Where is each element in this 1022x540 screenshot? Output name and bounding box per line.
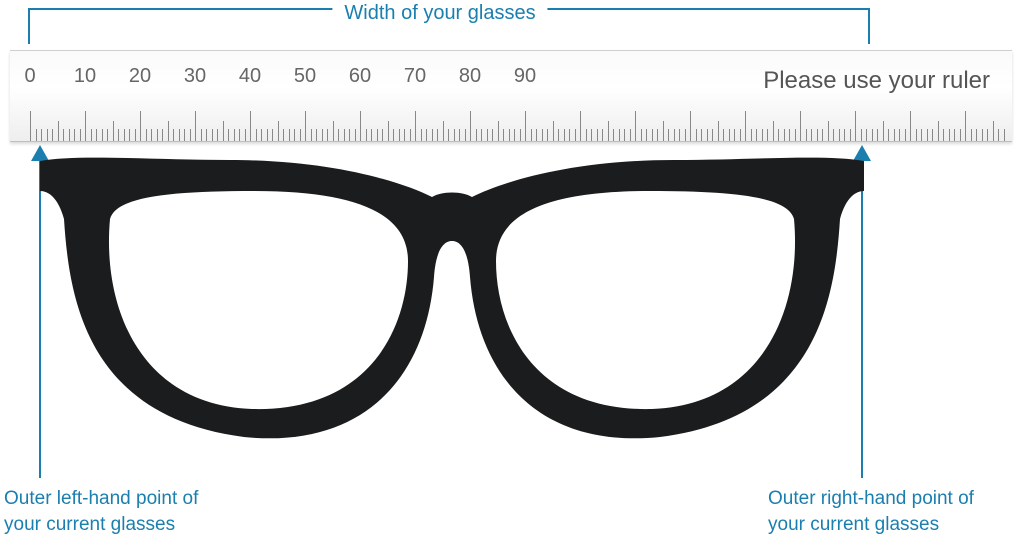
left-callout: Outer left-hand point of your current gl… [4, 486, 198, 537]
ruler-number: 10 [74, 65, 96, 88]
ruler-ticks [10, 107, 1012, 141]
ruler-instruction: Please use your ruler [763, 67, 990, 95]
width-label: Width of your glasses [332, 2, 547, 25]
ruler-number: 90 [514, 65, 536, 88]
ruler-number: 70 [404, 65, 426, 88]
ruler-number: 40 [239, 65, 261, 88]
ruler: 0 10 20 30 40 50 60 70 80 90 Please use your rule… [10, 50, 1012, 142]
ruler-number: 80 [459, 65, 481, 88]
right-callout-line1: Outer right-hand point of [768, 488, 974, 509]
ruler-number: 50 [294, 65, 316, 88]
ruler-number: 20 [129, 65, 151, 88]
left-callout-line1: Outer left-hand point of [4, 488, 198, 509]
glasses-illustration [40, 157, 864, 455]
right-callout-line2: your current glasses [768, 514, 939, 535]
ruler-number: 0 [24, 65, 35, 88]
ruler-number: 30 [184, 65, 206, 88]
left-callout-line2: your current glasses [4, 514, 175, 535]
ruler-number: 60 [349, 65, 371, 88]
right-callout: Outer right-hand point of your current g… [768, 486, 974, 537]
